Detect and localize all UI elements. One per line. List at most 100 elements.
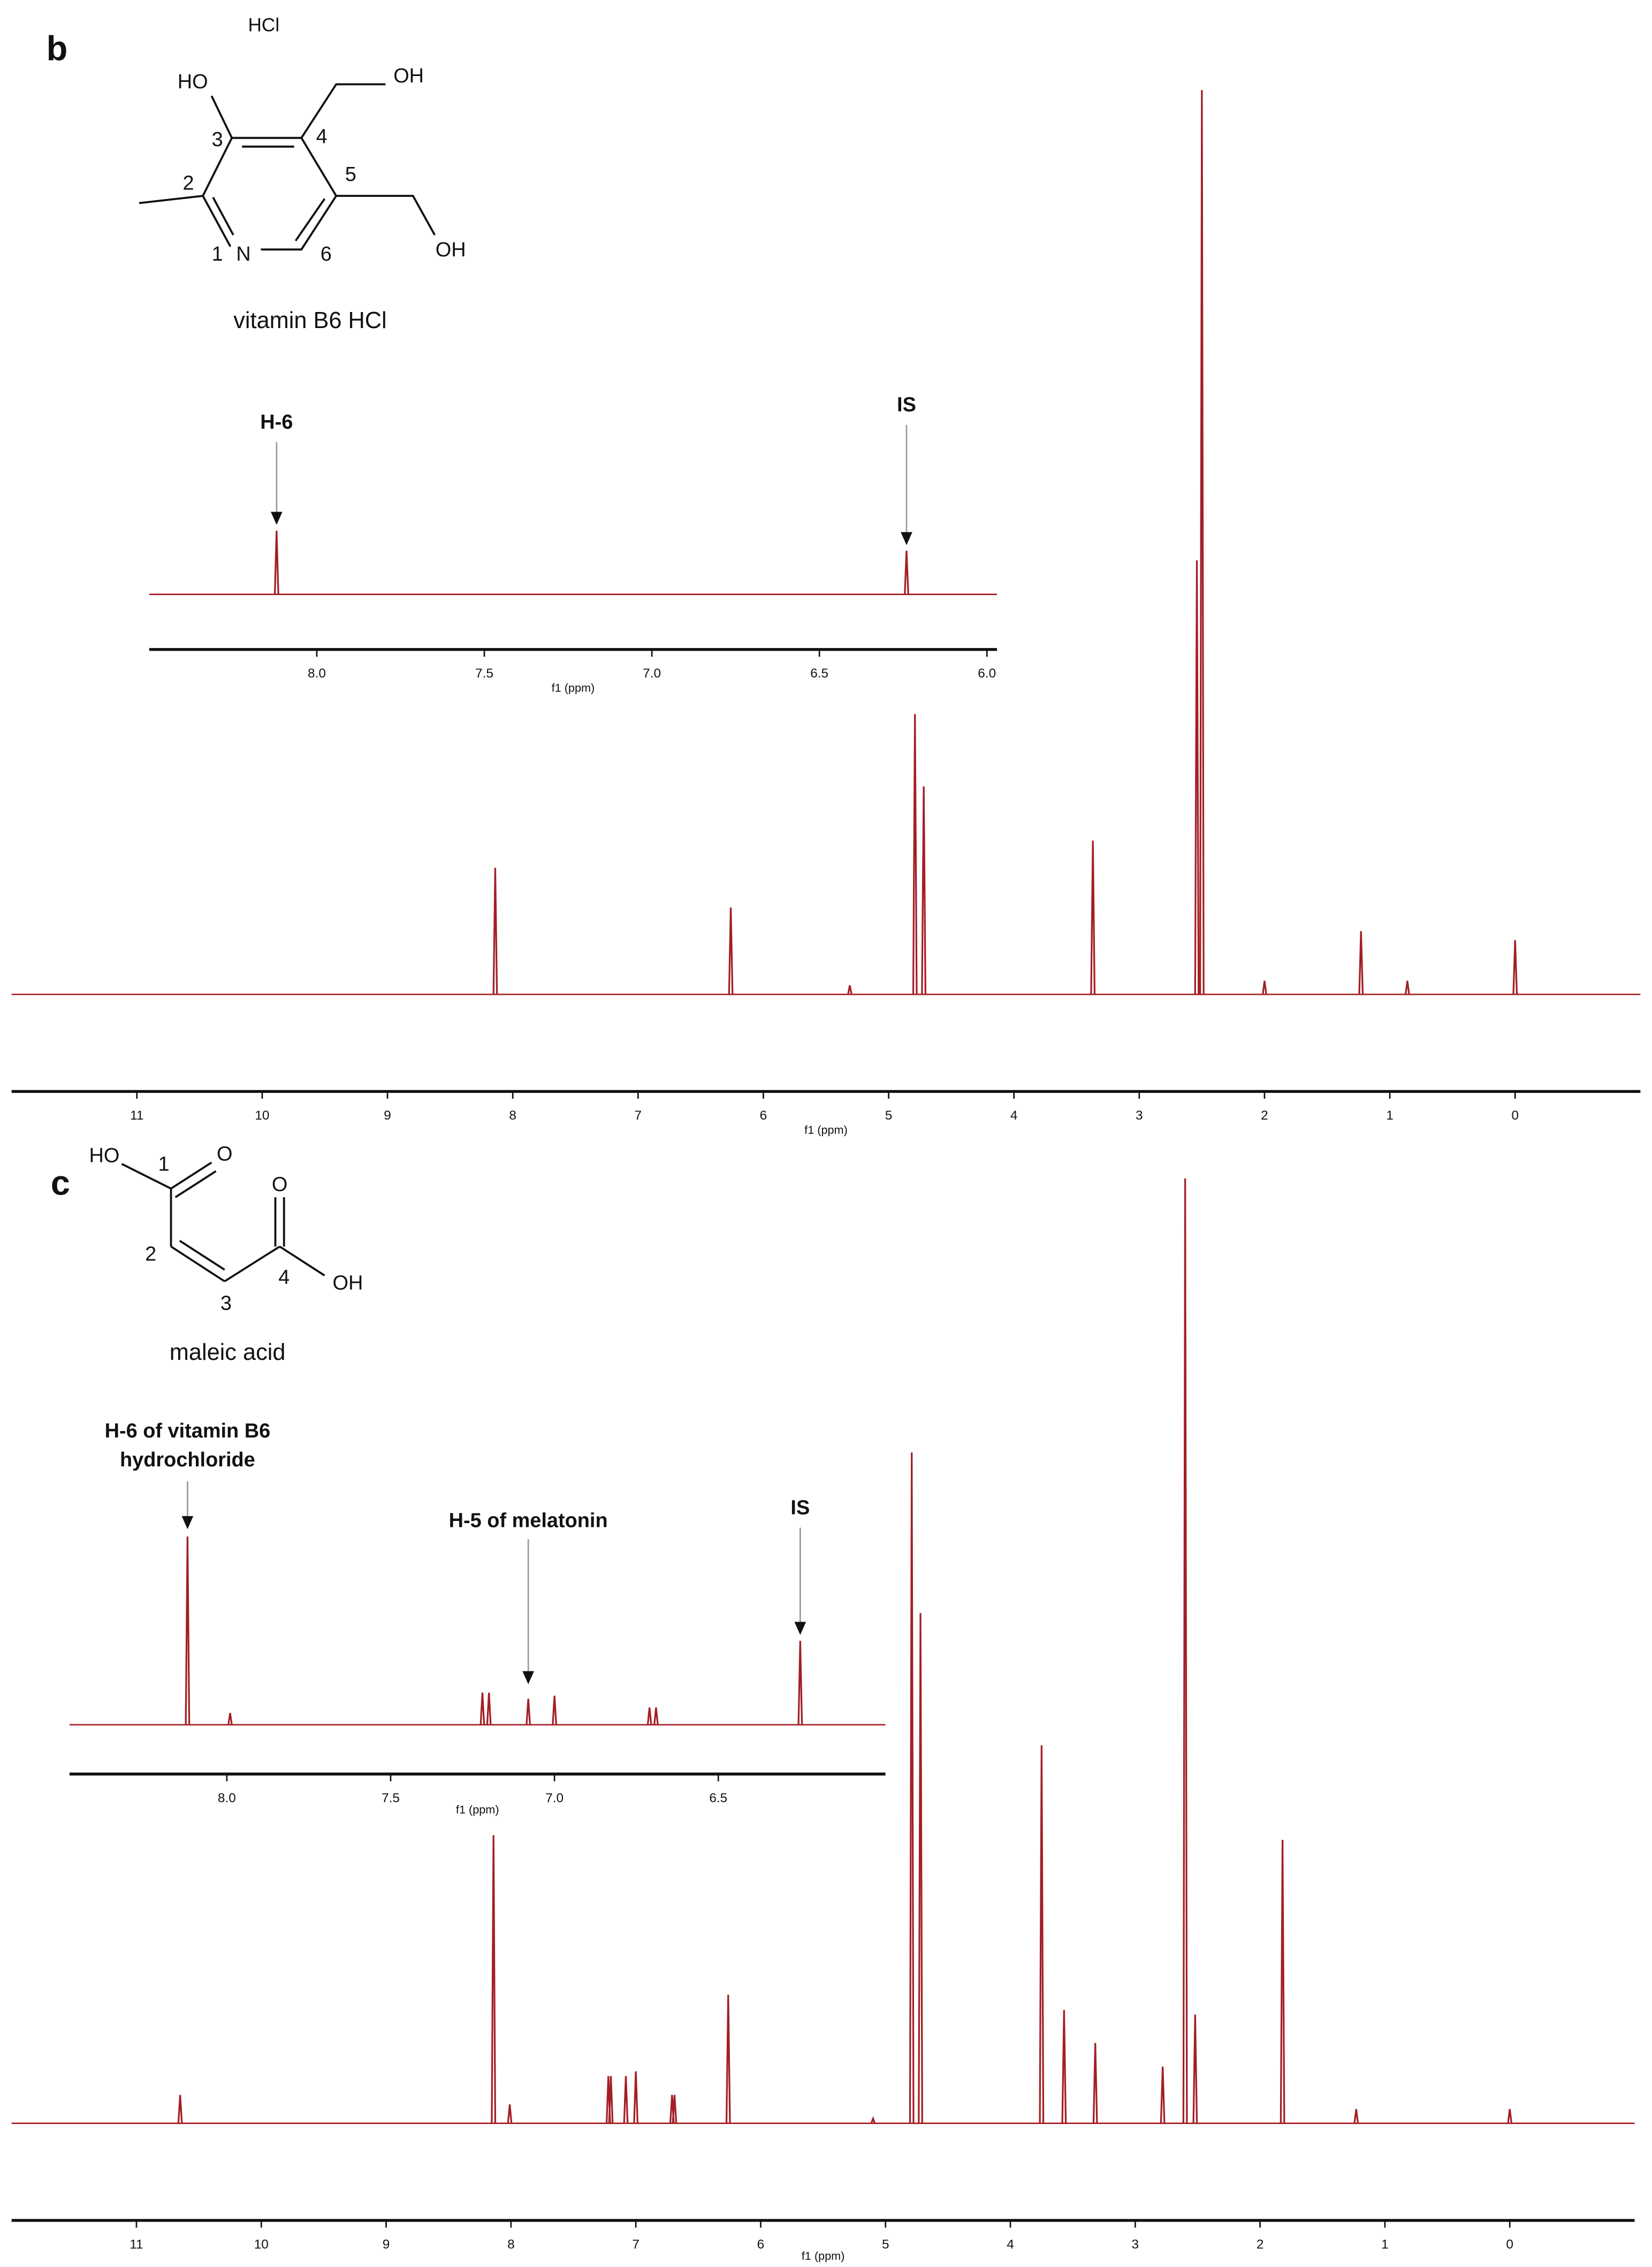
peak <box>1192 2014 1198 2124</box>
x-tick-label: 6.0 <box>978 666 996 681</box>
arrow-head <box>901 532 912 545</box>
atom-number: 5 <box>345 163 356 186</box>
peak <box>1404 980 1410 995</box>
arrow-head <box>271 512 283 525</box>
peak <box>918 1613 923 2124</box>
x-tick-label: 11 <box>130 1108 143 1123</box>
peak <box>1199 90 1205 995</box>
x-axis-label: f1 (ppm) <box>802 2249 845 2262</box>
atom-number: 1 <box>158 1153 169 1176</box>
peak <box>1280 1839 1285 2124</box>
x-tick-label: 5 <box>885 1108 893 1123</box>
peak <box>1262 980 1267 995</box>
peak <box>1092 2043 1098 2124</box>
compound-name: vitamin B6 HCl <box>233 308 386 333</box>
x-axis-label: f1 (ppm) <box>804 1123 848 1136</box>
peak <box>1194 560 1200 995</box>
atom-number: 3 <box>212 128 223 151</box>
x-tick-label: 2 <box>1261 1108 1268 1123</box>
x-tick-label: 8 <box>507 2237 515 2251</box>
peak <box>847 985 852 995</box>
peak <box>486 1692 492 1725</box>
x-tick-label: 7 <box>632 2237 640 2251</box>
peak <box>653 1707 659 1725</box>
atom-number: 1 <box>212 243 223 265</box>
peak <box>921 786 926 995</box>
peak <box>1182 1178 1188 2124</box>
peak <box>870 2116 876 2124</box>
atom-number: 2 <box>182 172 194 194</box>
peak <box>185 1536 191 1725</box>
x-tick-label: 2 <box>1257 2237 1264 2251</box>
arrow-head <box>181 1516 194 1530</box>
peak <box>725 1995 731 2124</box>
peak <box>912 714 918 995</box>
x-tick-label: 6.5 <box>810 666 828 681</box>
peak <box>904 550 909 595</box>
x-tick-label: 1 <box>1386 1108 1394 1123</box>
peak <box>1507 2109 1513 2124</box>
x-tick-label: 7.0 <box>545 1791 564 1805</box>
structure-vitamin-b6: b HCl HO OH OH 3 4 2 5 1 N 6 vitamin B6 … <box>47 14 466 333</box>
peak <box>728 907 734 995</box>
x-tick-label: 0 <box>1506 2237 1513 2251</box>
x-tick-label: 5 <box>882 2237 889 2251</box>
x-tick-label: 8.0 <box>308 666 326 681</box>
peak <box>1358 931 1364 995</box>
x-tick-label: 8 <box>509 1108 516 1123</box>
x-axis-label: f1 (ppm) <box>552 681 595 694</box>
peak <box>491 1835 497 2124</box>
peak <box>1353 2109 1359 2124</box>
peak <box>1512 940 1518 995</box>
peak <box>552 1695 558 1725</box>
atom-label: HCl <box>248 14 280 35</box>
peak <box>1090 840 1096 995</box>
x-tick-label: 4 <box>1010 1108 1018 1123</box>
panel-label: c <box>51 1163 70 1203</box>
x-tick-label: 3 <box>1136 1108 1143 1123</box>
x-tick-label: 3 <box>1132 2237 1139 2251</box>
atom-number: 3 <box>220 1292 232 1315</box>
peak <box>1160 2066 1166 2124</box>
arrow-head <box>794 1622 806 1635</box>
x-tick-label: 1 <box>1381 2237 1389 2251</box>
peak <box>672 2095 677 2124</box>
peak <box>608 2076 614 2124</box>
x-tick-label: 6.5 <box>709 1791 727 1805</box>
compound-name: maleic acid <box>170 1340 286 1365</box>
peak <box>633 2071 639 2124</box>
x-tick-label: 7.5 <box>382 1791 400 1805</box>
x-tick-label: 9 <box>383 2237 390 2251</box>
peak <box>273 530 279 595</box>
x-tick-label: 10 <box>255 1108 269 1123</box>
atom-label: HO <box>89 1144 120 1167</box>
peak <box>227 1713 233 1725</box>
atom-label: OH <box>393 65 424 87</box>
annotation-label: H-6 <box>260 411 293 433</box>
peak <box>492 868 498 995</box>
x-tick-label: 6 <box>760 1108 767 1123</box>
peak <box>479 1692 485 1725</box>
atom-number: 6 <box>321 243 332 265</box>
x-tick-label: 0 <box>1511 1108 1519 1123</box>
peak <box>623 2076 629 2124</box>
atom-label: OH <box>436 239 466 261</box>
atom-label: HO <box>178 71 208 93</box>
peak <box>797 1640 803 1725</box>
peak <box>526 1699 531 1725</box>
x-tick-label: 9 <box>384 1108 391 1123</box>
structure-maleic-acid: c HO 1 O O 2 4 OH 3 maleic acid <box>51 1143 363 1365</box>
peak <box>1061 2010 1067 2124</box>
x-tick-label: 7.0 <box>643 666 661 681</box>
atom-number: 4 <box>316 126 328 148</box>
annotation-label: IS <box>897 394 916 416</box>
peak <box>1039 1745 1045 2124</box>
panel-label: b <box>47 28 68 67</box>
annotation-label: hydrochloride <box>120 1449 255 1471</box>
x-tick-label: 10 <box>254 2237 269 2251</box>
annotation-label: H-5 of melatonin <box>449 1510 608 1532</box>
x-tick-label: 4 <box>1007 2237 1014 2251</box>
x-tick-label: 11 <box>130 2237 143 2251</box>
